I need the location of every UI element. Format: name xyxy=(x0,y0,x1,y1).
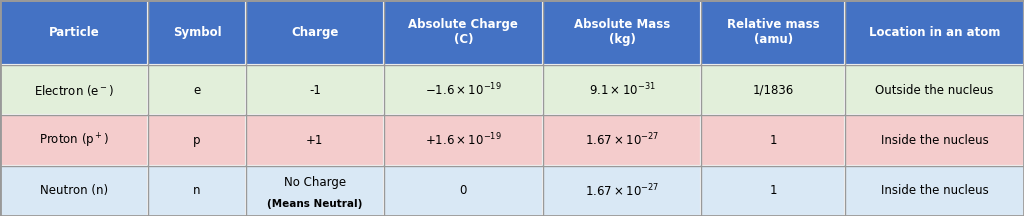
Text: Inside the nucleus: Inside the nucleus xyxy=(881,134,988,147)
Bar xyxy=(246,0,384,65)
Text: $+1.6\times10^{-19}$: $+1.6\times10^{-19}$ xyxy=(425,132,502,149)
Bar xyxy=(384,115,543,166)
Bar xyxy=(701,0,845,65)
Text: p: p xyxy=(194,134,201,147)
Text: Electron (e$^-$): Electron (e$^-$) xyxy=(34,83,115,97)
Text: Location in an atom: Location in an atom xyxy=(868,26,1000,39)
Text: 1: 1 xyxy=(769,134,777,147)
Bar xyxy=(148,166,246,216)
Text: Absolute Mass
(kg): Absolute Mass (kg) xyxy=(574,18,670,46)
Text: $-1.6\times10^{-19}$: $-1.6\times10^{-19}$ xyxy=(425,82,502,98)
Text: Charge: Charge xyxy=(291,26,339,39)
Bar xyxy=(543,0,701,65)
Text: $9.1\times10^{-31}$: $9.1\times10^{-31}$ xyxy=(589,82,655,98)
Text: 1/1836: 1/1836 xyxy=(753,84,794,97)
Text: (Means Neutral): (Means Neutral) xyxy=(267,199,362,209)
Text: +1: +1 xyxy=(306,134,324,147)
Bar xyxy=(0,65,148,115)
Bar xyxy=(0,166,148,216)
Bar xyxy=(845,65,1024,115)
Bar xyxy=(246,65,384,115)
Bar xyxy=(701,115,845,166)
Text: Particle: Particle xyxy=(49,26,99,39)
Text: Neutron (n): Neutron (n) xyxy=(40,184,109,197)
Bar xyxy=(148,65,246,115)
Bar xyxy=(543,166,701,216)
Bar xyxy=(384,0,543,65)
Bar xyxy=(384,166,543,216)
Text: Symbol: Symbol xyxy=(173,26,221,39)
Text: $1.67\times10^{-27}$: $1.67\times10^{-27}$ xyxy=(585,183,659,199)
Text: $1.67\times10^{-27}$: $1.67\times10^{-27}$ xyxy=(585,132,659,149)
Bar xyxy=(845,166,1024,216)
Bar xyxy=(701,166,845,216)
Bar xyxy=(0,115,148,166)
Text: 0: 0 xyxy=(460,184,467,197)
Bar xyxy=(701,65,845,115)
Text: 1: 1 xyxy=(769,184,777,197)
Bar xyxy=(148,115,246,166)
Bar xyxy=(845,115,1024,166)
Bar xyxy=(543,115,701,166)
Text: Absolute Charge
(C): Absolute Charge (C) xyxy=(409,18,518,46)
Text: e: e xyxy=(194,84,201,97)
Bar xyxy=(543,65,701,115)
Bar xyxy=(148,0,246,65)
Text: -1: -1 xyxy=(309,84,321,97)
Text: n: n xyxy=(194,184,201,197)
Text: Proton (p$^+$): Proton (p$^+$) xyxy=(39,131,110,149)
Bar xyxy=(0,0,148,65)
Bar xyxy=(246,166,384,216)
Bar xyxy=(384,65,543,115)
Text: No Charge: No Charge xyxy=(284,176,346,189)
Text: Outside the nucleus: Outside the nucleus xyxy=(876,84,993,97)
Text: Inside the nucleus: Inside the nucleus xyxy=(881,184,988,197)
Bar xyxy=(845,0,1024,65)
Bar xyxy=(246,115,384,166)
Text: Relative mass
(amu): Relative mass (amu) xyxy=(727,18,819,46)
